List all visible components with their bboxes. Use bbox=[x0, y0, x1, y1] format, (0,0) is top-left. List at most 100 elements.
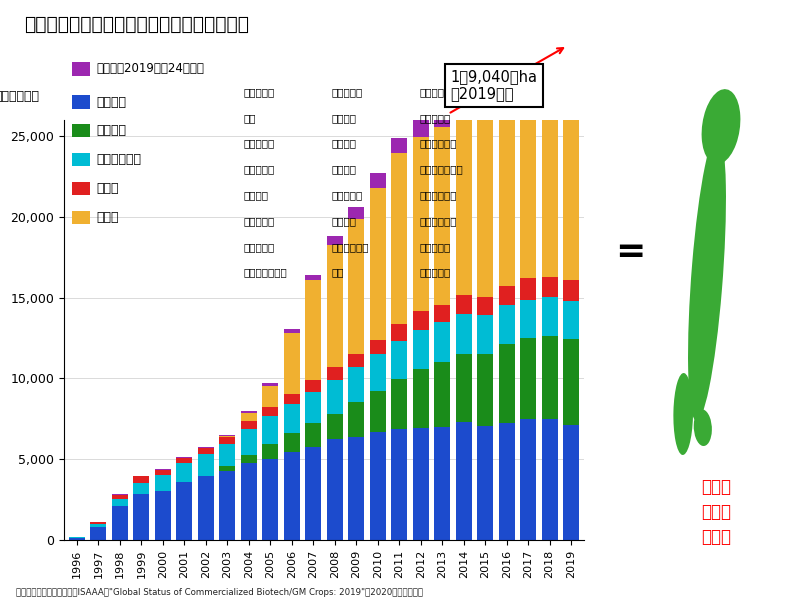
Text: アルゼンチン: アルゼンチン bbox=[96, 153, 141, 166]
Text: オーストラリア: オーストラリア bbox=[244, 268, 288, 278]
Bar bbox=[219, 466, 235, 471]
Bar bbox=[370, 354, 386, 391]
Bar bbox=[326, 413, 343, 439]
Bar bbox=[434, 127, 450, 305]
Text: 中国: 中国 bbox=[244, 113, 257, 123]
Text: スーダン: スーダン bbox=[332, 113, 357, 123]
Text: インドネシア: インドネシア bbox=[420, 139, 458, 149]
Text: コスタリカ: コスタリカ bbox=[420, 268, 451, 278]
Bar bbox=[542, 419, 558, 540]
Ellipse shape bbox=[694, 409, 712, 446]
Bar bbox=[370, 340, 386, 354]
Text: ミャンマー: ミャンマー bbox=[332, 87, 363, 97]
Bar bbox=[176, 458, 192, 463]
Bar bbox=[370, 173, 386, 188]
Text: エチオピア: エチオピア bbox=[420, 242, 451, 252]
Bar bbox=[434, 427, 450, 540]
Bar bbox=[563, 301, 579, 340]
Bar bbox=[520, 299, 536, 338]
Bar bbox=[391, 153, 407, 324]
Bar bbox=[154, 491, 171, 540]
Bar bbox=[477, 83, 494, 110]
Bar bbox=[391, 428, 407, 540]
Bar bbox=[284, 452, 300, 540]
Bar bbox=[326, 439, 343, 540]
Bar bbox=[413, 368, 429, 428]
Bar bbox=[284, 329, 300, 333]
Bar bbox=[456, 85, 472, 108]
Bar bbox=[262, 460, 278, 540]
Text: ブラジル: ブラジル bbox=[96, 124, 126, 137]
Bar bbox=[563, 425, 579, 540]
Bar bbox=[176, 463, 192, 482]
Bar bbox=[262, 383, 278, 386]
Bar bbox=[112, 499, 128, 506]
Bar bbox=[219, 436, 235, 437]
Bar bbox=[563, 88, 579, 280]
Bar bbox=[241, 411, 257, 413]
Ellipse shape bbox=[688, 133, 726, 421]
Bar bbox=[348, 207, 364, 218]
Bar bbox=[305, 422, 322, 447]
Bar bbox=[477, 425, 494, 540]
Bar bbox=[219, 471, 235, 540]
Bar bbox=[391, 379, 407, 428]
Bar bbox=[134, 483, 150, 494]
Text: チリ: チリ bbox=[332, 268, 345, 278]
Bar bbox=[370, 391, 386, 432]
Bar bbox=[370, 188, 386, 340]
Bar bbox=[262, 407, 278, 416]
Bar bbox=[241, 429, 257, 455]
Bar bbox=[241, 421, 257, 429]
Bar bbox=[69, 538, 85, 540]
Bar bbox=[434, 322, 450, 362]
Bar bbox=[154, 470, 171, 475]
Bar bbox=[498, 286, 514, 305]
Bar bbox=[241, 455, 257, 463]
Bar bbox=[219, 444, 235, 466]
Bar bbox=[456, 422, 472, 540]
Text: パラグアイ: パラグアイ bbox=[244, 87, 275, 97]
Bar bbox=[348, 218, 364, 354]
Bar bbox=[413, 428, 429, 540]
Bar bbox=[434, 362, 450, 427]
Bar bbox=[305, 392, 322, 422]
Bar bbox=[456, 314, 472, 353]
Bar bbox=[391, 324, 407, 341]
Bar bbox=[241, 413, 257, 421]
Text: アメリカ: アメリカ bbox=[96, 95, 126, 109]
Bar bbox=[563, 280, 579, 301]
Text: 南アフリカ: 南アフリカ bbox=[244, 139, 275, 149]
Y-axis label: 万ヘクタール: 万ヘクタール bbox=[0, 90, 40, 103]
Text: カナダ: カナダ bbox=[96, 182, 118, 195]
Bar bbox=[284, 333, 300, 394]
Bar bbox=[348, 367, 364, 402]
Bar bbox=[434, 305, 450, 322]
Ellipse shape bbox=[702, 89, 741, 164]
Bar bbox=[413, 119, 429, 137]
Bar bbox=[198, 454, 214, 476]
Bar bbox=[456, 108, 472, 295]
Bar bbox=[112, 506, 128, 540]
Bar bbox=[477, 354, 494, 425]
Bar bbox=[520, 57, 536, 94]
Bar bbox=[134, 494, 150, 540]
Text: マラウイ: マラウイ bbox=[420, 87, 445, 97]
Bar bbox=[477, 314, 494, 354]
Bar bbox=[370, 432, 386, 540]
Text: 日本の
国土の
約５倍: 日本の 国土の 約５倍 bbox=[701, 478, 731, 546]
Bar bbox=[542, 297, 558, 336]
Bar bbox=[520, 278, 536, 299]
Ellipse shape bbox=[674, 373, 693, 455]
Bar bbox=[262, 416, 278, 445]
Bar bbox=[305, 380, 322, 392]
Bar bbox=[262, 386, 278, 407]
Text: バングラデシュ: バングラデシュ bbox=[420, 164, 464, 175]
Bar bbox=[198, 476, 214, 540]
Text: =: = bbox=[615, 235, 646, 269]
Text: ウルグアイ: ウルグアイ bbox=[244, 216, 275, 226]
Bar bbox=[326, 245, 343, 367]
Text: エスワティニ: エスワティニ bbox=[420, 216, 458, 226]
Text: 1億9,040万ha
（2019年）: 1億9,040万ha （2019年） bbox=[450, 69, 538, 101]
Bar bbox=[391, 341, 407, 379]
